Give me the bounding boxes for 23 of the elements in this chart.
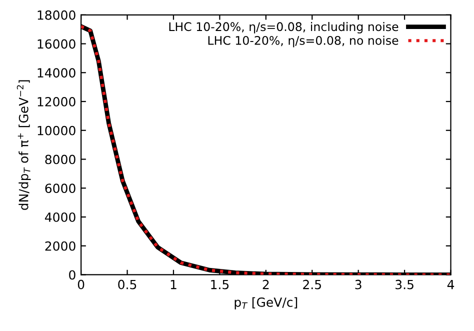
y-tick-label: 4000 (44, 212, 76, 222)
y-tick-label: 14000 (38, 68, 76, 78)
y-tick-label: 6000 (45, 184, 76, 194)
x-tick-label: 2.5 (303, 280, 321, 290)
x-tick-label: 0.5 (118, 280, 136, 290)
x-tick-label: 3.5 (396, 280, 414, 290)
x-tick-label: 1 (170, 280, 176, 290)
y-tick-label: 18000 (38, 10, 76, 20)
y-tick-label: 0 (69, 270, 76, 280)
x-tick-label: 0 (78, 280, 84, 290)
legend-label: LHC 10-20%, η/s=0.08, no noise (208, 36, 398, 48)
x-tick-label: 2 (262, 280, 269, 290)
x-axis-title: p$_{T}$ [GeV/c] (234, 297, 298, 310)
y-tick-label: 10000 (38, 126, 76, 136)
y-tick-label: 12000 (38, 96, 76, 106)
x-tick-label: 3 (355, 280, 362, 290)
legend-label: LHC 10-20%, η/s=0.08, including noise (169, 22, 398, 34)
y-tick-label: 16000 (38, 39, 76, 49)
y-axis-title: dN/dp$_{T}$ of π$^{+}$ [GeV$^{−2}$] (16, 80, 31, 210)
x-tick-label: 4 (447, 280, 454, 290)
y-tick-label: 2000 (45, 241, 76, 251)
x-tick-label: 1.5 (211, 280, 229, 290)
y-tick-label: 8000 (45, 154, 76, 164)
